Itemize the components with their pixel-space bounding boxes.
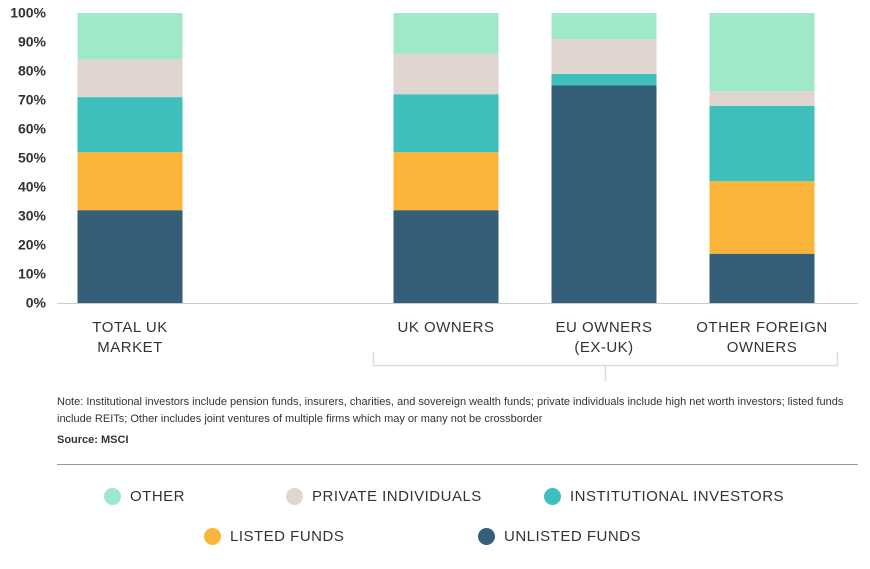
legend-swatch <box>544 488 561 505</box>
bar-segment <box>393 94 499 153</box>
bar-segment <box>393 152 499 211</box>
legend-item: PRIVATE INDIVIDUALS <box>286 488 482 505</box>
bar-segment <box>77 59 183 98</box>
bar-segment <box>77 210 183 303</box>
legend-item: LISTED FUNDS <box>204 528 344 545</box>
bar-segment <box>551 85 657 303</box>
y-tick-label: 10% <box>18 266 47 282</box>
y-tick-label: 20% <box>18 237 47 253</box>
bar-segment <box>393 13 499 54</box>
x-tick-label: EU OWNERS (EX-UK) <box>555 319 653 356</box>
legend-label: INSTITUTIONAL INVESTORS <box>570 488 785 505</box>
bar-segment <box>709 105 815 182</box>
y-tick-label: 60% <box>18 121 47 137</box>
bar-segment <box>709 13 815 92</box>
x-tick-label: UK OWNERS <box>397 319 495 336</box>
legend-label: UNLISTED FUNDS <box>504 528 642 545</box>
legend-swatch <box>286 488 303 505</box>
x-tick-label: OTHER FOREIGN OWNERS <box>696 319 828 356</box>
y-tick-label: 100% <box>10 5 46 21</box>
bar-segment <box>77 97 183 153</box>
source: Source: MSCI <box>57 434 129 446</box>
bar-segment <box>709 181 815 254</box>
legend-swatch <box>104 488 121 505</box>
bar-segment <box>77 13 183 60</box>
legend-swatch <box>204 528 221 545</box>
y-tick-label: 0% <box>26 295 47 311</box>
y-tick-label: 30% <box>18 208 47 224</box>
legend-item: INSTITUTIONAL INVESTORS <box>544 488 784 505</box>
y-tick-label: 70% <box>18 92 47 108</box>
y-tick-label: 40% <box>18 179 47 195</box>
legend-label: LISTED FUNDS <box>230 528 345 545</box>
bar-segment <box>393 53 499 95</box>
legend-label: PRIVATE INDIVIDUALS <box>312 488 482 505</box>
bar-segment <box>551 39 657 74</box>
bar-segment <box>709 91 815 106</box>
legend-item: UNLISTED FUNDS <box>478 528 641 545</box>
bar-segment <box>77 152 183 211</box>
legend-label: OTHER <box>130 488 185 505</box>
legend-swatch <box>478 528 495 545</box>
bar-segment <box>393 210 499 303</box>
bar-segment <box>709 253 815 303</box>
bracket <box>372 352 839 381</box>
legend-item: OTHER <box>104 488 185 505</box>
y-tick-label: 50% <box>18 150 47 166</box>
x-tick-label: TOTAL UK MARKET <box>92 319 168 356</box>
note: Note: Institutional investors include pe… <box>57 396 844 425</box>
bar-segment <box>551 73 657 86</box>
y-tick-label: 80% <box>18 63 47 79</box>
bar-segment <box>551 13 657 40</box>
y-tick-label: 90% <box>18 34 47 50</box>
